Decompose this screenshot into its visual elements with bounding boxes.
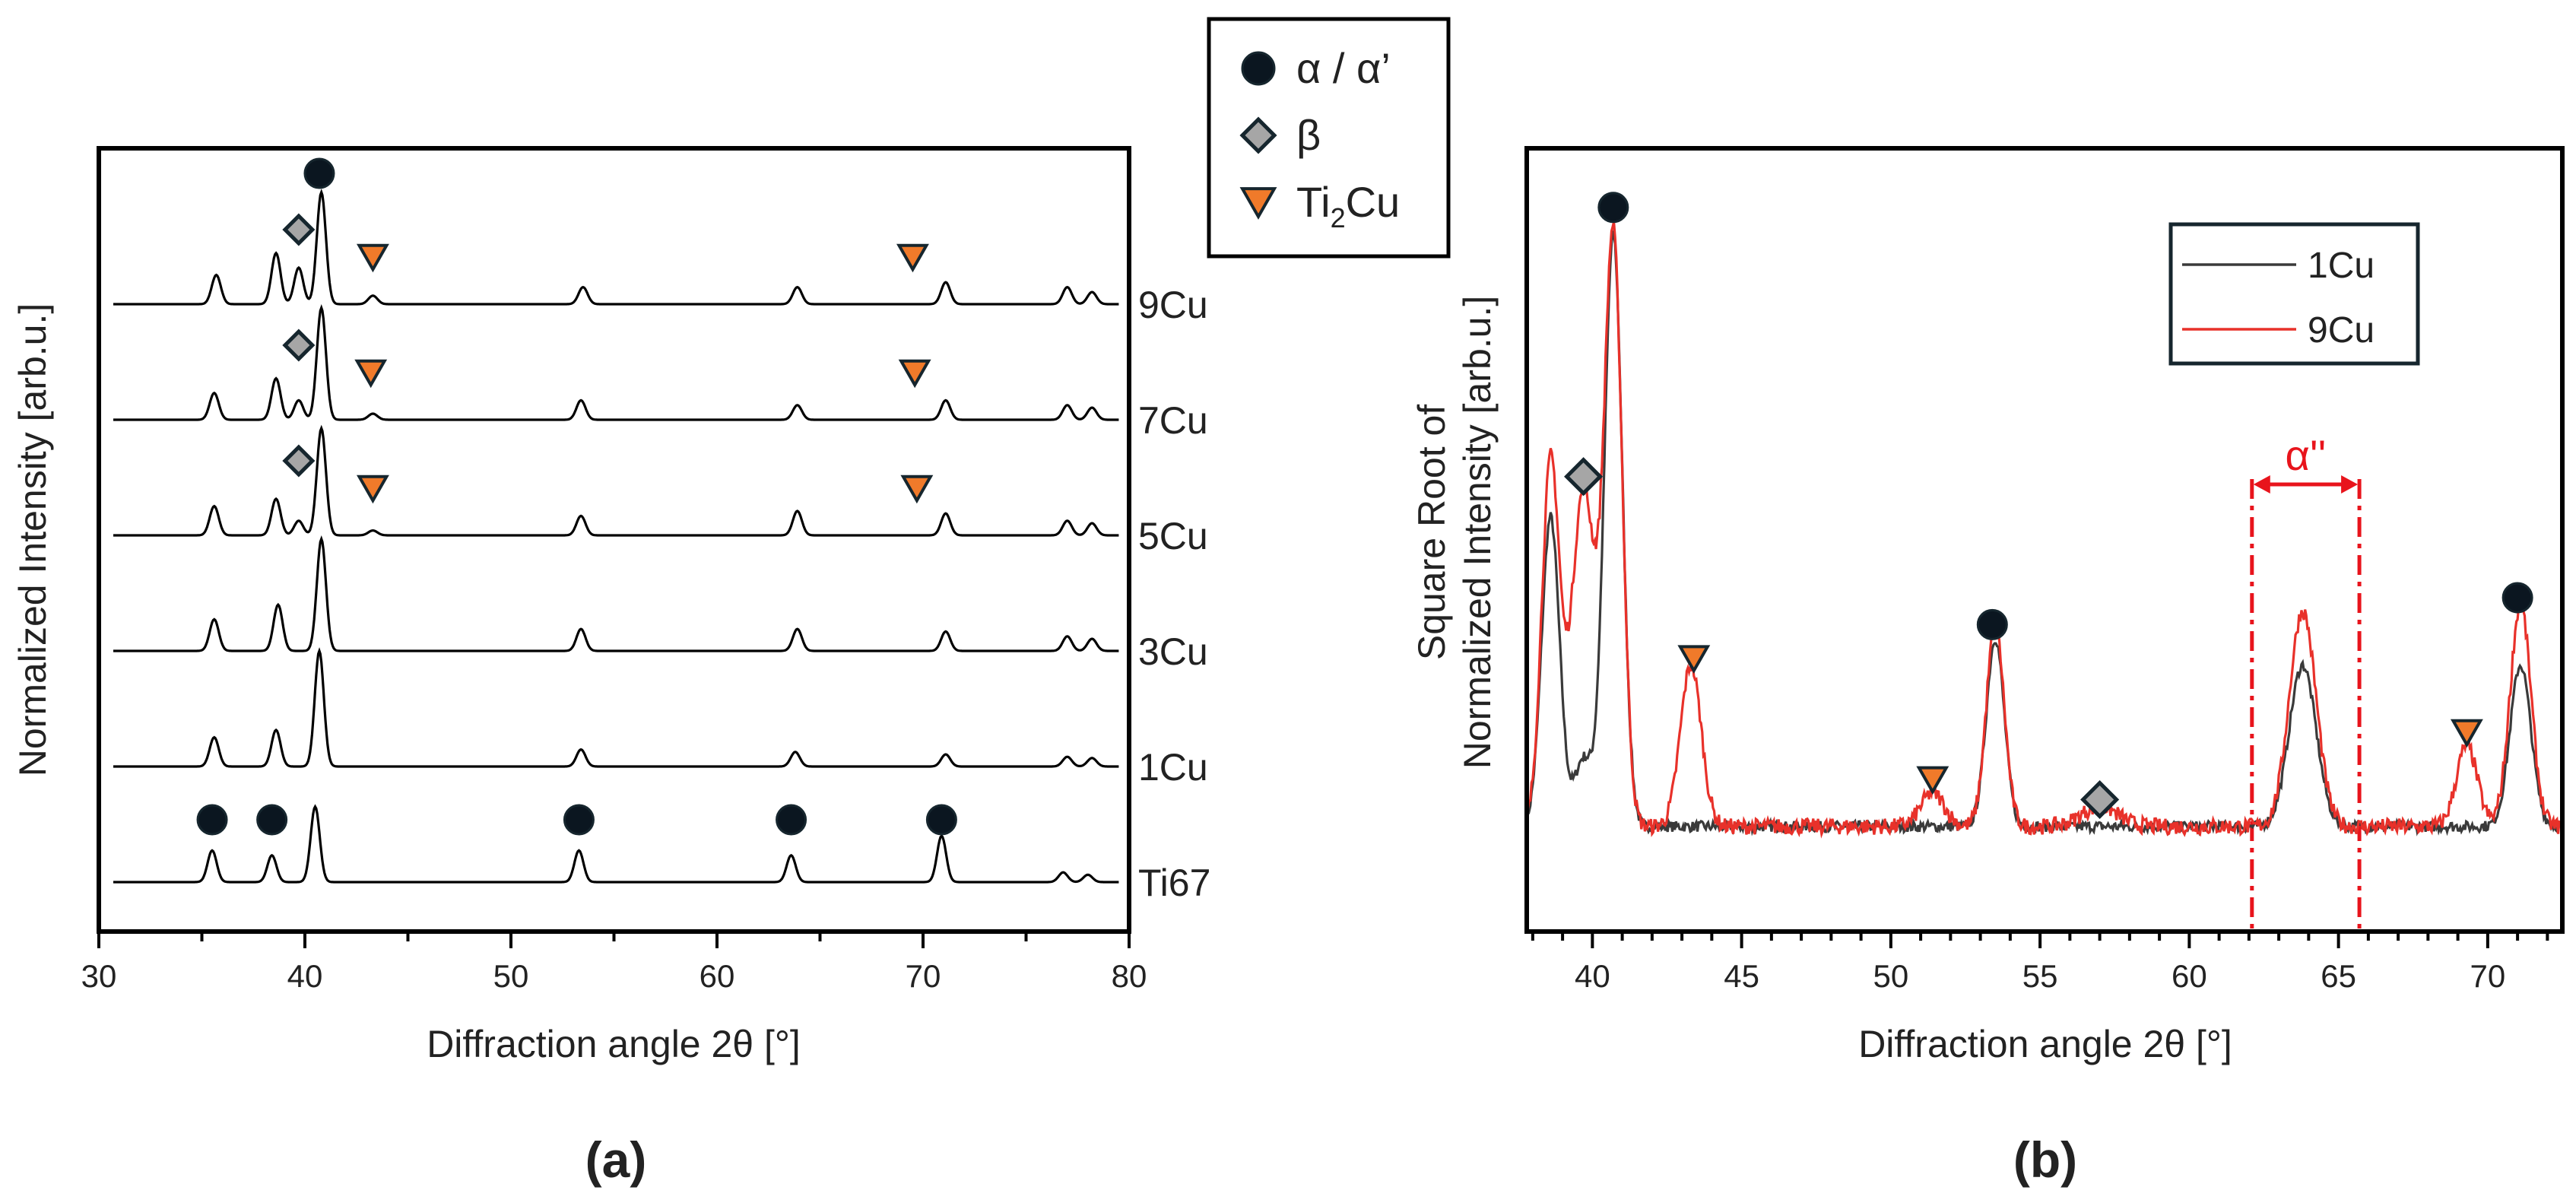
panel-b-alpha2-annotation: α''	[2250, 431, 2362, 932]
series-label-Ti67: Ti67	[1138, 862, 1210, 904]
series-label-9Cu: 9Cu	[1138, 284, 1208, 326]
ti2cu-marker	[898, 359, 931, 389]
alpha2-arrowhead-left	[2253, 475, 2270, 494]
ti2cu-marker	[356, 475, 389, 504]
trace-Ti67	[113, 804, 1119, 884]
series-label-7Cu: 7Cu	[1138, 399, 1208, 442]
legend-diamond-icon	[1239, 116, 1277, 154]
panel-b-plot-frame	[1524, 146, 2565, 934]
legend-label: β	[1296, 111, 1321, 159]
panel-b-y-axis-label-line1: Square Root of	[1410, 405, 1453, 660]
beta-marker	[282, 444, 316, 478]
panel-a-traces	[113, 189, 1119, 884]
x-tick-label: 60	[2172, 958, 2207, 994]
x-tick-label: 55	[2022, 958, 2058, 994]
alpha-marker	[776, 804, 807, 836]
trace-5Cu	[113, 424, 1119, 537]
trace-9Cu	[113, 189, 1119, 306]
x-tick-label: 45	[1724, 958, 1759, 994]
legend-label: α / α’	[1296, 44, 1391, 92]
legend-label-9Cu: 9Cu	[2308, 310, 2375, 351]
panel-a: 30 40 50 60 70 80 Ti67 1Cu 3Cu 5Cu 7Cu 9Cu Diffrac…	[11, 146, 1210, 1188]
alpha-marker	[1597, 192, 1629, 224]
x-tick-label: 50	[1873, 958, 1908, 994]
ti2cu-marker	[2450, 719, 2483, 748]
x-tick-label: 50	[493, 958, 529, 994]
legend-label: Ti2Cu	[1296, 178, 1400, 233]
ti2cu-marker	[896, 243, 929, 273]
panel-b-traces	[1525, 221, 2563, 839]
ti2cu-marker	[900, 475, 934, 504]
panel-b-label: (b)	[2013, 1132, 2077, 1188]
panel-a-phase-markers	[196, 157, 957, 836]
x-tick-label: 60	[700, 958, 735, 994]
ti2cu-marker	[354, 359, 388, 389]
alpha-marker	[256, 804, 288, 836]
alpha-marker	[1976, 608, 2008, 640]
panel-a-y-axis-label: Normalized Intensity [arb.u.]	[11, 303, 54, 777]
panel-a-label: (a)	[585, 1132, 647, 1188]
ti2cu-marker	[356, 243, 389, 273]
panel-a-series-labels: Ti67 1Cu 3Cu 5Cu 7Cu 9Cu	[1138, 284, 1210, 904]
ti2cu-marker	[1677, 645, 1711, 674]
alpha-marker	[2501, 582, 2533, 614]
beta-marker	[2080, 779, 2120, 820]
series-label-1Cu: 1Cu	[1138, 746, 1208, 789]
alpha-marker	[303, 157, 335, 189]
panel-b-legend-box	[2168, 222, 2420, 366]
panel-b-legend: 1Cu 9Cu	[2168, 222, 2420, 366]
beta-marker	[282, 213, 316, 246]
beta-marker	[1564, 457, 1604, 497]
series-label-3Cu: 3Cu	[1138, 630, 1208, 673]
panel-b-x-axis-label: Diffraction angle 2θ [°]	[1858, 1023, 2232, 1065]
x-tick-label: 65	[2321, 958, 2356, 994]
legend-circle-icon	[1241, 51, 1276, 86]
alpha2-arrowhead-right	[2341, 475, 2359, 494]
ti2cu-marker	[1916, 766, 1949, 795]
phase-legend: α / α’ β Ti2Cu	[1207, 17, 1451, 259]
series-label-5Cu: 5Cu	[1138, 515, 1208, 557]
alpha-marker	[196, 804, 228, 836]
trace-9Cu	[1525, 221, 2563, 839]
trace-3Cu	[113, 535, 1119, 652]
legend-triangle-down-icon	[1239, 187, 1277, 220]
x-tick-label: 80	[1112, 958, 1147, 994]
panel-b: α'' 40 45 50 55 60 65 70 1Cu 9Cu Diffraction an…	[1410, 146, 2565, 1188]
beta-marker	[282, 329, 316, 362]
panel-a-x-ticks: 30 40 50 60 70 80	[81, 932, 1147, 994]
alpha-marker	[563, 804, 595, 836]
alpha2-label: α''	[2286, 431, 2327, 479]
trace-1Cu	[113, 647, 1119, 768]
alpha-marker	[925, 804, 957, 836]
x-tick-label: 40	[1575, 958, 1610, 994]
trace-7Cu	[113, 304, 1119, 421]
x-tick-label: 70	[906, 958, 941, 994]
x-tick-label: 70	[2470, 958, 2506, 994]
panel-b-y-axis-label-line2: Normalized Intensity [arb.u.]	[1456, 296, 1499, 770]
x-tick-label: 40	[287, 958, 323, 994]
panel-b-x-ticks: 40 45 50 55 60 65 70	[1531, 932, 2549, 994]
x-tick-label: 30	[81, 958, 117, 994]
panel-a-x-axis-label: Diffraction angle 2θ [°]	[427, 1023, 801, 1065]
panel-a-plot-frame	[97, 146, 1131, 934]
panel-b-phase-markers	[1564, 192, 2533, 820]
legend-label-1Cu: 1Cu	[2308, 246, 2375, 286]
